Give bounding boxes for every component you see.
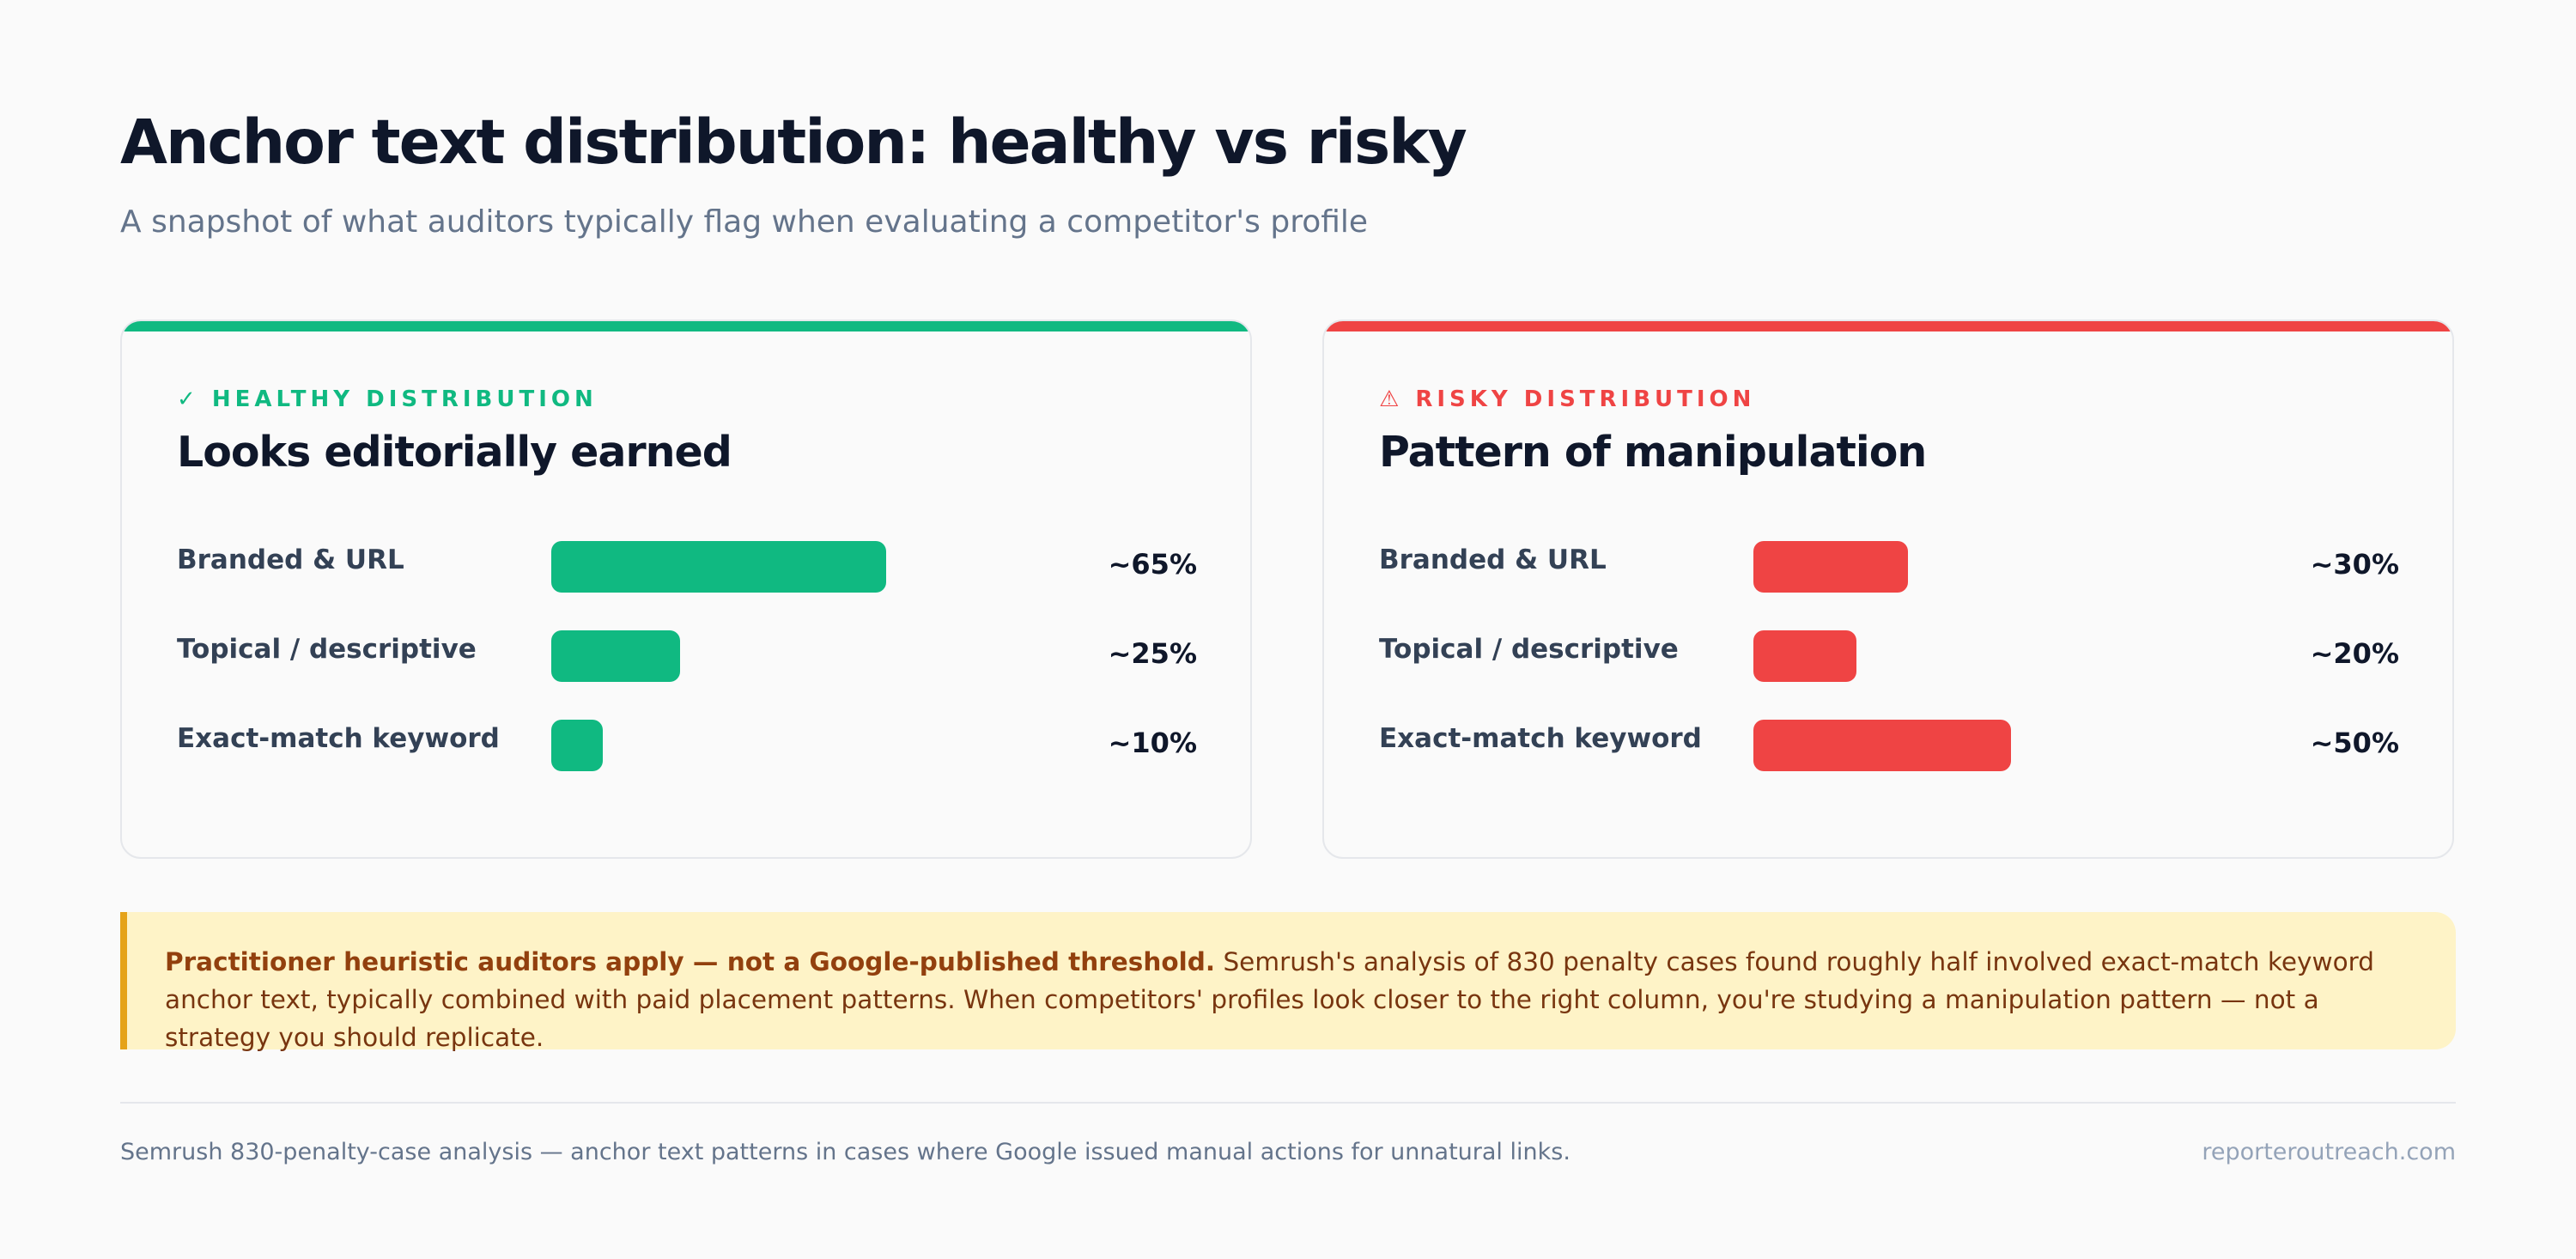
healthy-label-exact: Exact-match keyword [177,723,500,754]
risky-bar-branded [1753,541,1908,593]
risky-eyebrow: ⚠ RISKY DISTRIBUTION [1379,386,1756,412]
healthy-bar-branded [551,541,886,593]
risky-bar-topical [1753,630,1856,682]
risky-label-topical: Topical / descriptive [1379,634,1679,665]
site-credit: reporteroutreach.com [2202,1139,2456,1165]
heuristic-callout: Practitioner heuristic auditors apply — … [120,912,2456,1052]
healthy-bar-chart: Branded & URL ~65% Topical / descriptive… [177,541,1197,809]
healthy-label-topical: Topical / descriptive [177,634,477,665]
healthy-row-branded: Branded & URL ~65% [177,541,1197,630]
page-title: Anchor text distribution: healthy vs ris… [120,106,1467,178]
healthy-label-branded: Branded & URL [177,544,404,575]
risky-label-exact: Exact-match keyword [1379,723,1702,754]
healthy-row-topical: Topical / descriptive ~25% [177,630,1197,720]
healthy-value-branded: ~65% [1108,548,1197,581]
risky-value-topical: ~20% [2310,637,2399,670]
source-footnote: Semrush 830-penalty-case analysis — anch… [120,1139,1571,1165]
risky-card: ⚠ RISKY DISTRIBUTION Pattern of manipula… [1322,319,2454,859]
healthy-row-exact: Exact-match keyword ~10% [177,720,1197,809]
healthy-card: ✓ HEALTHY DISTRIBUTION Looks editorially… [120,319,1252,859]
risky-row-exact: Exact-match keyword ~50% [1379,720,2399,809]
callout-text: Semrush's analysis of 830 penalty cases … [165,947,2375,1052]
risky-row-branded: Branded & URL ~30% [1379,541,2399,630]
risky-bar-chart: Branded & URL ~30% Topical / descriptive… [1379,541,2399,809]
healthy-value-topical: ~25% [1108,637,1197,670]
risky-row-topical: Topical / descriptive ~20% [1379,630,2399,720]
healthy-eyebrow: ✓ HEALTHY DISTRIBUTION [177,386,598,412]
risky-value-exact: ~50% [2310,727,2399,759]
healthy-bar-topical [551,630,680,682]
healthy-bar-exact [551,720,603,771]
healthy-card-accent [122,321,1250,331]
healthy-value-exact: ~10% [1108,727,1197,759]
risky-heading: Pattern of manipulation [1379,428,1927,477]
healthy-heading: Looks editorially earned [177,428,732,477]
risky-value-branded: ~30% [2310,548,2399,581]
risky-bar-exact [1753,720,2011,771]
footer-divider [120,1102,2456,1104]
risky-card-accent [1324,321,2452,331]
callout-bold: Practitioner heuristic auditors apply — … [165,947,1216,976]
page-subtitle: A snapshot of what auditors typically fl… [120,204,1369,240]
risky-label-branded: Branded & URL [1379,544,1607,575]
